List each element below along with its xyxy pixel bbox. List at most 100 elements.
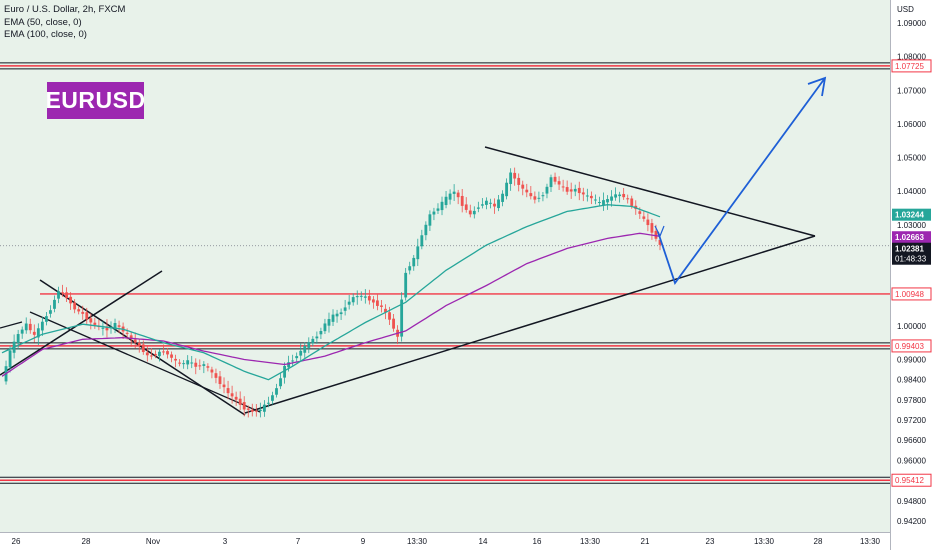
candle[interactable]	[553, 176, 557, 182]
candle[interactable]	[327, 319, 331, 326]
candle[interactable]	[125, 332, 129, 334]
candle[interactable]	[517, 177, 521, 185]
candle[interactable]	[545, 186, 549, 194]
candle[interactable]	[650, 223, 654, 233]
candle[interactable]	[557, 181, 561, 185]
candle[interactable]	[153, 353, 157, 356]
candle[interactable]	[388, 312, 391, 320]
candle[interactable]	[630, 198, 634, 206]
candle[interactable]	[509, 172, 513, 185]
trend-line[interactable]	[484, 146, 816, 237]
candle[interactable]	[569, 189, 573, 192]
candle[interactable]	[315, 336, 319, 339]
candle[interactable]	[468, 210, 472, 215]
candle[interactable]	[602, 200, 605, 206]
candle[interactable]	[585, 195, 589, 197]
candle[interactable]	[541, 195, 545, 197]
candle[interactable]	[489, 202, 492, 204]
candle[interactable]	[57, 291, 60, 299]
candle[interactable]	[149, 355, 153, 357]
candle[interactable]	[598, 202, 601, 204]
candle[interactable]	[242, 402, 246, 410]
candle[interactable]	[618, 194, 622, 197]
candle[interactable]	[614, 194, 618, 198]
candle[interactable]	[162, 351, 165, 353]
candle[interactable]	[246, 408, 250, 410]
candle[interactable]	[8, 350, 12, 368]
candle[interactable]	[622, 193, 626, 198]
candle[interactable]	[190, 362, 194, 364]
candle[interactable]	[359, 295, 363, 297]
candle[interactable]	[485, 200, 488, 205]
candle[interactable]	[198, 365, 202, 367]
candle[interactable]	[460, 195, 464, 206]
candle[interactable]	[218, 376, 222, 385]
candle[interactable]	[105, 326, 109, 331]
candle[interactable]	[194, 362, 198, 367]
candle[interactable]	[73, 302, 77, 310]
candle[interactable]	[271, 395, 274, 401]
candle[interactable]	[214, 373, 218, 378]
candle[interactable]	[638, 211, 642, 214]
candle[interactable]	[339, 312, 343, 315]
candle[interactable]	[408, 266, 412, 271]
ema-100-line[interactable]	[1, 232, 661, 377]
candle[interactable]	[40, 321, 44, 331]
candle[interactable]	[452, 191, 456, 194]
candle[interactable]	[24, 323, 28, 331]
candle[interactable]	[384, 308, 387, 313]
candle[interactable]	[589, 195, 593, 199]
candle[interactable]	[129, 335, 133, 340]
candle[interactable]	[593, 199, 597, 201]
candle[interactable]	[16, 334, 20, 344]
candle[interactable]	[472, 210, 476, 215]
candle[interactable]	[101, 327, 105, 329]
time-axis[interactable]	[0, 532, 890, 550]
candle[interactable]	[32, 331, 36, 335]
candle[interactable]	[287, 362, 291, 368]
candle[interactable]	[444, 196, 448, 206]
candle[interactable]	[549, 177, 553, 188]
candle[interactable]	[166, 351, 169, 355]
candle[interactable]	[137, 342, 141, 346]
candle[interactable]	[331, 314, 335, 322]
candle[interactable]	[400, 299, 404, 337]
candle[interactable]	[440, 201, 444, 211]
candle[interactable]	[28, 323, 32, 331]
candle[interactable]	[158, 351, 161, 357]
candle[interactable]	[275, 388, 278, 395]
candle[interactable]	[311, 338, 315, 344]
candle[interactable]	[53, 299, 56, 309]
candle[interactable]	[577, 187, 581, 194]
candle[interactable]	[654, 230, 658, 239]
candle[interactable]	[371, 299, 375, 303]
candle[interactable]	[436, 208, 440, 211]
plot-area[interactable]	[0, 0, 890, 532]
candle[interactable]	[501, 193, 504, 202]
candle[interactable]	[505, 182, 509, 197]
candle[interactable]	[424, 224, 428, 236]
candle[interactable]	[226, 388, 230, 394]
candle[interactable]	[561, 186, 565, 188]
candle[interactable]	[448, 193, 452, 200]
candle[interactable]	[521, 184, 525, 189]
candle[interactable]	[262, 404, 266, 412]
candle[interactable]	[174, 358, 177, 361]
candle[interactable]	[141, 344, 145, 353]
candle[interactable]	[89, 318, 93, 323]
candle[interactable]	[347, 301, 351, 305]
candle[interactable]	[376, 300, 379, 306]
candle[interactable]	[69, 296, 73, 304]
ema-50-line[interactable]	[1, 204, 661, 381]
candle[interactable]	[186, 360, 190, 365]
candle[interactable]	[291, 360, 295, 362]
candle[interactable]	[529, 193, 533, 197]
candle[interactable]	[367, 296, 371, 301]
candle[interactable]	[170, 354, 173, 358]
candle[interactable]	[513, 172, 517, 179]
candle[interactable]	[626, 198, 630, 200]
candle[interactable]	[117, 325, 121, 327]
candle[interactable]	[254, 410, 258, 412]
candle[interactable]	[319, 331, 323, 335]
candle[interactable]	[380, 305, 383, 307]
